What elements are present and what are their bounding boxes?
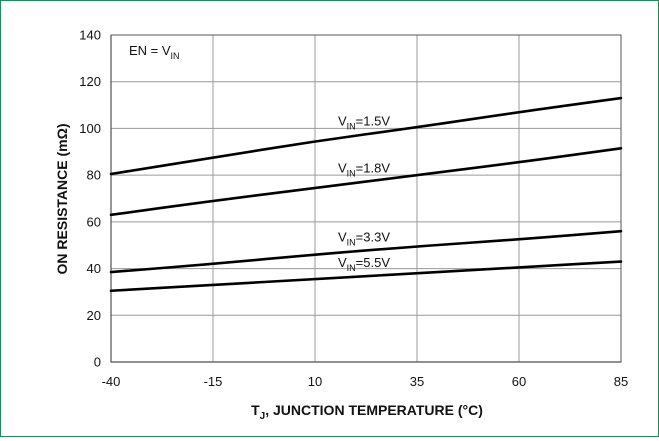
series-label-main-3: V [338,255,347,270]
x-tick-label--15: -15 [204,374,223,389]
series-label-suffix-1: =1.8V [356,161,391,176]
y-tick-label-0: 0 [94,355,101,370]
x-axis-title-prefix: T [251,402,260,418]
y-tick-label-100: 100 [79,121,101,136]
x-tick-label-60: 60 [512,374,526,389]
x-axis-title-main: JUNCTION TEMPERATURE (°C) [273,402,483,418]
x-axis-title: TJ, JUNCTION TEMPERATURE (°C) [251,402,483,422]
series-line-3 [109,260,623,293]
x-tick-label-10: 10 [308,374,322,389]
series-label-suffix-3: =5.5V [356,255,391,270]
series-label-sub-1: IN [347,169,356,179]
grid [110,34,622,363]
tick-labels: 0 20 40 60 80 100 120 140 -40 -15 10 35 60 85 [79,28,628,390]
x-axis-title-prefix-sub: J [260,411,266,422]
x-tick-label-85: 85 [614,374,628,389]
series-label-3: VIN=5.5V [338,255,390,273]
series-label-main-2: V [338,229,347,244]
y-tick-label-20: 20 [87,308,101,323]
y-axis-title: ON RESISTANCE (mΩ) [54,124,70,275]
y-tick-label-140: 140 [79,28,101,43]
series-line-2 [109,229,623,274]
y-tick-label-60: 60 [87,214,101,229]
x-tick-label-35: 35 [410,374,424,389]
series-label-suffix-2: =3.3V [356,229,391,244]
series-label-1: VIN=1.8V [338,161,390,179]
series-label-suffix-0: =1.5V [356,113,391,128]
series-label-0: VIN=1.5V [338,113,390,131]
x-axis-title-sep: , [265,402,273,418]
series-label-sub-0: IN [347,121,356,131]
annotation-sub: IN [171,51,180,61]
series-label-2: VIN=3.3V [338,229,390,247]
series-label-sub-2: IN [347,237,356,247]
annotation-main: EN = V [129,43,171,58]
y-tick-label-40: 40 [87,261,101,276]
series-label-sub-3: IN [347,263,356,273]
plot-border [110,34,622,363]
series-line-1 [109,146,623,217]
series-lines [109,96,623,293]
y-tick-label-120: 120 [79,74,101,89]
y-tick-label-80: 80 [87,168,101,183]
series-label-main-1: V [338,161,347,176]
series-label-main-0: V [338,113,347,128]
annotation-en: EN = VIN [129,43,180,61]
x-tick-label--40: -40 [102,374,121,389]
series-line-0 [109,96,623,176]
